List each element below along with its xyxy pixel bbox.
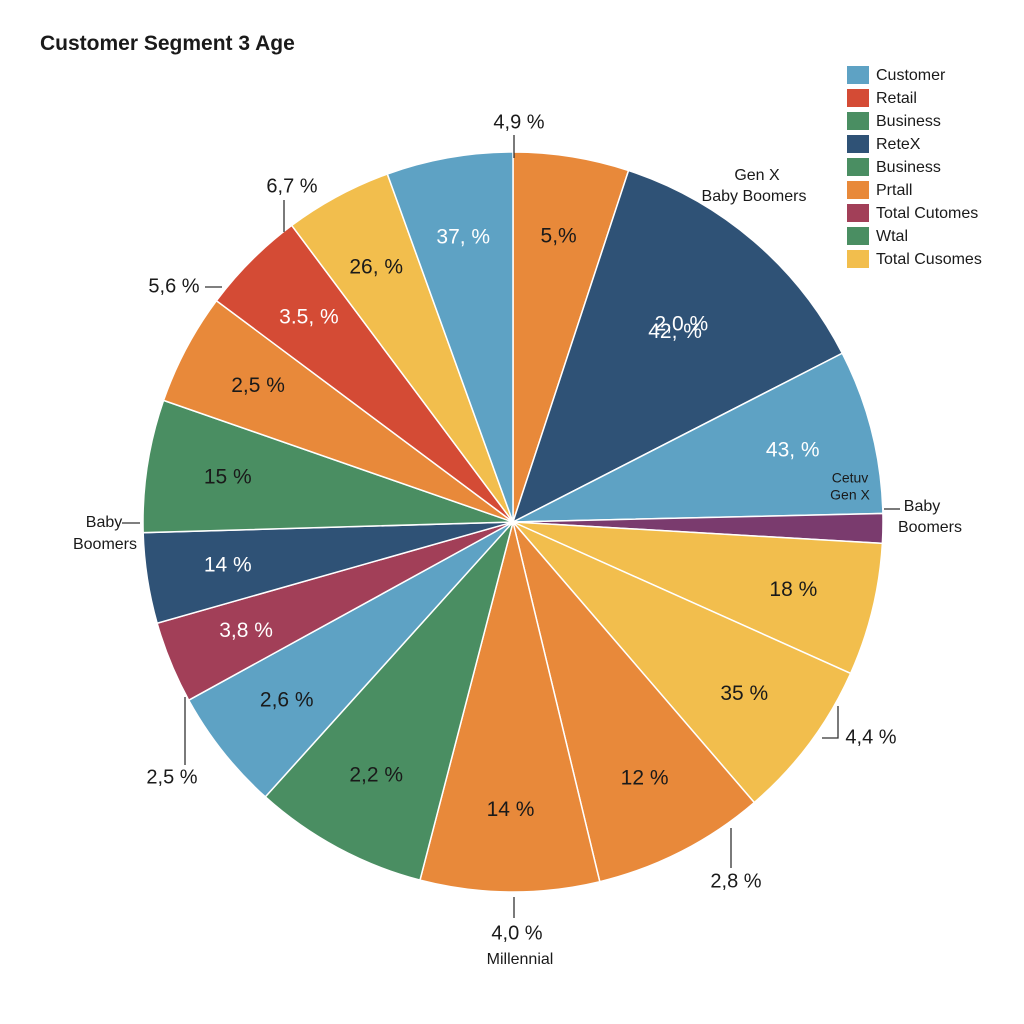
slice-label-8: 14 % xyxy=(487,798,535,821)
pie-slices xyxy=(142,151,884,893)
legend-label-6: Prtall xyxy=(876,182,912,199)
slice-label-7: 12 % xyxy=(621,766,669,789)
leader-line-4-4 xyxy=(822,706,839,739)
pie-slice-6 xyxy=(512,521,852,804)
category-label-boomers-left: Boomers xyxy=(73,536,137,553)
legend-label-9: Total Cusomes xyxy=(876,251,982,268)
legend-label-5: Business xyxy=(876,159,941,176)
category-label-baby-left: Baby xyxy=(86,514,122,531)
legend-label-8: Wtal xyxy=(876,228,908,245)
legend-swatch-1 xyxy=(847,66,869,84)
slice-label-3: 43, % xyxy=(766,439,820,462)
legend-label-1: Customer xyxy=(876,67,946,84)
slice-label-2: 2,0 % xyxy=(654,313,708,336)
leader-lines xyxy=(122,135,900,918)
slice-label-10: 2,6 % xyxy=(260,689,314,712)
slice-label-12: 14 % xyxy=(204,554,252,577)
slice-label-1: 5,% xyxy=(541,225,577,248)
slice-label-17: 37, % xyxy=(436,225,490,248)
legend-swatch-7 xyxy=(847,204,869,222)
slice-label-9: 2,2 % xyxy=(349,764,403,787)
category-label-baby-boomers-top: Baby Boomers xyxy=(702,188,807,205)
legend-label-7: Total Cutomes xyxy=(876,205,978,222)
legend-swatch-5 xyxy=(847,158,869,176)
pie-slice-7 xyxy=(512,521,756,883)
chart-title: Customer Segment 3 Age xyxy=(40,32,295,55)
slice-labels: 5,% 2,0 % 42, % 43, % 18 % 35 % 12 % 14 % 2,2 %… xyxy=(204,225,820,822)
slice-label-16: 26, % xyxy=(349,255,403,278)
outer-label-2-8: 2,8 % xyxy=(710,870,761,892)
pie-slice-8 xyxy=(419,521,601,893)
category-label-gen-x-slice: Gen X xyxy=(830,487,870,503)
pie-slice-9 xyxy=(264,521,514,882)
slice-label-6: 35 % xyxy=(720,682,768,705)
legend-swatch-8 xyxy=(847,227,869,245)
legend-swatch-3 xyxy=(847,112,869,130)
pie-slice-5 xyxy=(512,521,884,675)
outer-label-5-6: 5,6 % xyxy=(148,275,199,297)
legend-swatch-9 xyxy=(847,250,869,268)
outer-label-4-0: 4,0 % xyxy=(491,922,542,944)
legend: Customer Retail Business ReteX Business Prtal… xyxy=(847,66,982,268)
category-label-boomers-right: Boomers xyxy=(898,519,962,536)
legend-swatch-2 xyxy=(847,89,869,107)
outer-label-6-7: 6,7 % xyxy=(266,175,317,197)
category-label-gen-x-top: Gen X xyxy=(734,167,780,184)
legend-label-2: Retail xyxy=(876,90,917,107)
pie-slice-2 xyxy=(511,169,844,524)
category-label-cetuv: Cetuv xyxy=(832,470,869,486)
slice-label-2-b: 42, % xyxy=(648,320,702,343)
legend-swatch-4 xyxy=(847,135,869,153)
slice-label-5: 18 % xyxy=(769,578,817,601)
legend-label-3: Business xyxy=(876,113,941,130)
slice-label-13: 15 % xyxy=(204,466,252,489)
pie-slice-3 xyxy=(512,352,884,523)
legend-swatch-6 xyxy=(847,181,869,199)
outer-label-4-4: 4,4 % xyxy=(845,726,896,748)
legend-label-4: ReteX xyxy=(876,136,921,153)
pie-slice-17 xyxy=(386,151,514,523)
outer-label-top: 4,9 % xyxy=(493,111,544,133)
category-label-baby-right: Baby xyxy=(904,498,940,515)
outer-label-2-5: 2,5 % xyxy=(146,766,197,788)
category-label-millennial: Millennial xyxy=(487,951,554,968)
slice-label-14: 2,5 % xyxy=(231,374,285,397)
slice-label-15: 3.5, % xyxy=(279,305,339,328)
pie-slice-13 xyxy=(142,399,514,534)
slice-label-11: 3,8 % xyxy=(219,619,273,642)
